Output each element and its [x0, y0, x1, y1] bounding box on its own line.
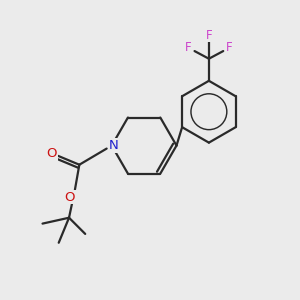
Text: O: O	[46, 147, 57, 160]
Text: F: F	[185, 41, 192, 54]
Text: O: O	[64, 190, 75, 204]
Text: F: F	[226, 41, 232, 54]
Text: F: F	[206, 29, 212, 42]
Text: N: N	[108, 139, 118, 152]
